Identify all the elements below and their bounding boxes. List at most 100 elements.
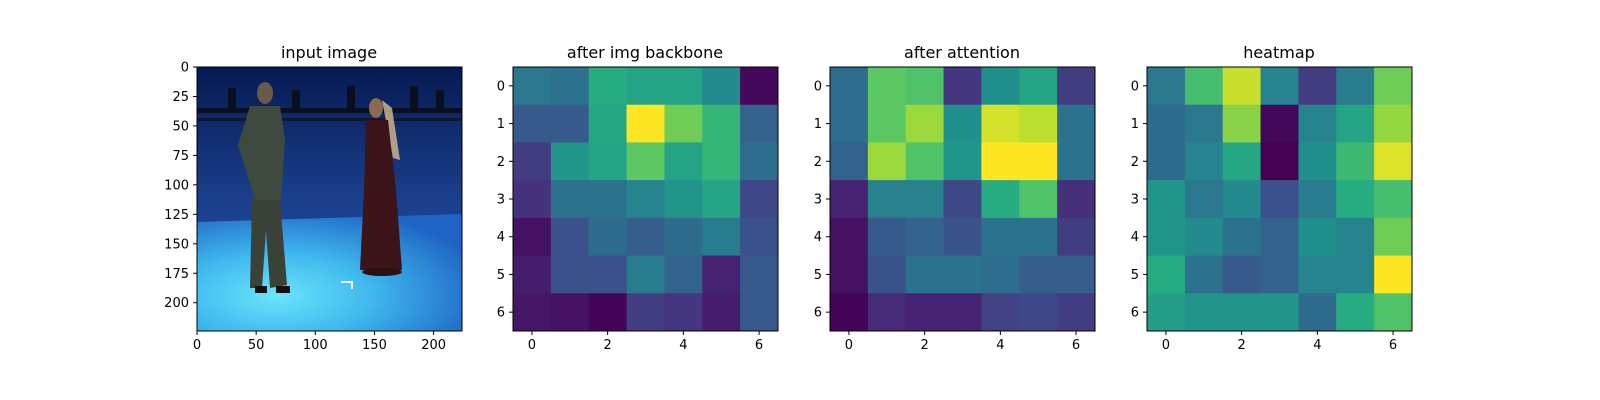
heatmap-cell <box>981 180 1020 219</box>
heatmap-cell <box>626 217 665 257</box>
heatmap-cell <box>1336 217 1375 257</box>
heatmap-cell <box>1222 67 1262 106</box>
heatmap-cell <box>1336 142 1375 181</box>
heatmap-cell <box>1260 293 1299 332</box>
heatmap-cell <box>513 104 552 143</box>
heatmap-cell <box>1222 142 1262 181</box>
heatmap-cell <box>1057 293 1096 332</box>
heatmap-cell <box>1147 255 1186 294</box>
heatmap-cell <box>626 67 665 106</box>
heatmap-cell <box>943 217 982 257</box>
ticks-after-img-backbone: 0 2 4 6 0 1 2 3 4 5 6 <box>497 79 763 353</box>
heatmap-cell <box>1260 142 1299 181</box>
heatmap-cell <box>1184 180 1224 219</box>
heatmap-cell <box>981 67 1020 106</box>
y-tick-label: 2 <box>814 155 822 170</box>
photo-person-right-head <box>369 98 383 118</box>
heatmap-cell <box>1147 142 1186 181</box>
y-tick-label: 4 <box>814 230 822 245</box>
heatmap-cell <box>1298 293 1337 332</box>
heatmap-cell <box>1336 104 1375 143</box>
heatmap-cell <box>1336 67 1375 106</box>
photo-rig-bar <box>197 108 462 113</box>
heatmap-cell <box>830 142 869 181</box>
heatmap-cell <box>943 104 982 143</box>
heatmap-cell <box>1057 180 1096 219</box>
heatmap-cell <box>550 104 590 143</box>
heatmap-cell <box>943 180 982 219</box>
axes-frame-input-image <box>196 66 463 332</box>
heatmap-cell <box>1222 293 1262 332</box>
heatmap-cell <box>740 180 779 219</box>
x-tick-label: 4 <box>679 338 687 353</box>
y-tick-label: 1 <box>497 117 505 132</box>
y-tick-label: 3 <box>814 193 822 208</box>
y-tick-label: 3 <box>497 193 505 208</box>
heatmap-cell <box>1057 67 1096 106</box>
heatmap-cell <box>981 142 1020 181</box>
heatmap-cell <box>905 180 945 219</box>
photo-person-left-head <box>257 82 273 104</box>
panel-title-heatmap: heatmap <box>1243 43 1315 62</box>
heatmap-cell <box>1298 104 1337 143</box>
heatmap-cell <box>1222 180 1262 219</box>
heatmap-cell <box>1374 217 1413 257</box>
photo-rig-lamp <box>347 86 355 108</box>
heatmap-cell <box>1147 104 1186 143</box>
heatmap-cell <box>550 180 590 219</box>
heatmap-cells-heatmap <box>1147 67 1413 332</box>
heatmap-cell <box>1298 180 1337 219</box>
heatmap-cell <box>1374 104 1413 143</box>
heatmap-cell <box>943 293 982 332</box>
y-tick-label: 6 <box>1131 306 1139 321</box>
heatmap-cell <box>1147 293 1186 332</box>
heatmap-cell <box>740 217 779 257</box>
heatmap-cell <box>867 293 907 332</box>
heatmap-cell <box>588 67 628 106</box>
heatmap-cell <box>664 180 703 219</box>
heatmap-cell <box>943 142 982 181</box>
ticks-after-attention: 0 2 4 6 0 1 2 3 4 5 6 <box>814 79 1080 353</box>
x-tick-label: 6 <box>1389 338 1397 353</box>
heatmap-cell <box>1298 217 1337 257</box>
y-tick-label: 100 <box>164 178 189 193</box>
y-tick-label: 0 <box>497 79 505 94</box>
y-tick-label: 5 <box>814 268 822 283</box>
heatmap-cell <box>550 293 590 332</box>
heatmap-cell <box>1147 217 1186 257</box>
heatmap-cell <box>830 293 869 332</box>
heatmap-cell <box>513 180 552 219</box>
panel-title-after-img-backbone: after img backbone <box>567 43 723 62</box>
heatmap-cell <box>1260 67 1299 106</box>
heatmap-cell <box>1057 255 1096 294</box>
heatmap-cell <box>664 255 703 294</box>
heatmap-cell <box>981 217 1020 257</box>
y-tick-label: 2 <box>497 155 505 170</box>
x-tick-label: 4 <box>996 338 1004 353</box>
photo-rig-lamp <box>410 86 418 108</box>
y-tick-label: 125 <box>164 208 189 223</box>
heatmap-cell <box>740 293 779 332</box>
photo <box>197 67 462 331</box>
x-tick-label: 0 <box>1162 338 1170 353</box>
heatmap-cell <box>905 255 945 294</box>
heatmap-cell <box>1298 67 1337 106</box>
photo-rig-lamp <box>228 88 236 108</box>
x-tick-label: 150 <box>362 338 387 353</box>
y-tick-label: 5 <box>1131 268 1139 283</box>
heatmap-cell <box>664 142 703 181</box>
heatmap-cell <box>1184 255 1224 294</box>
x-tick-label: 2 <box>921 338 929 353</box>
heatmap-cell <box>588 180 628 219</box>
y-tick-label: 4 <box>1131 230 1139 245</box>
photo-floor-mark <box>341 281 353 283</box>
heatmap-cell <box>830 180 869 219</box>
y-tick-label: 25 <box>172 90 189 105</box>
heatmap-cell <box>626 104 665 143</box>
heatmap-cell <box>830 255 869 294</box>
heatmap-cell <box>1184 142 1224 181</box>
heatmap-cell <box>1147 180 1186 219</box>
heatmap-cell <box>702 104 741 143</box>
heatmap-cells-after-img-backbone <box>513 67 779 332</box>
